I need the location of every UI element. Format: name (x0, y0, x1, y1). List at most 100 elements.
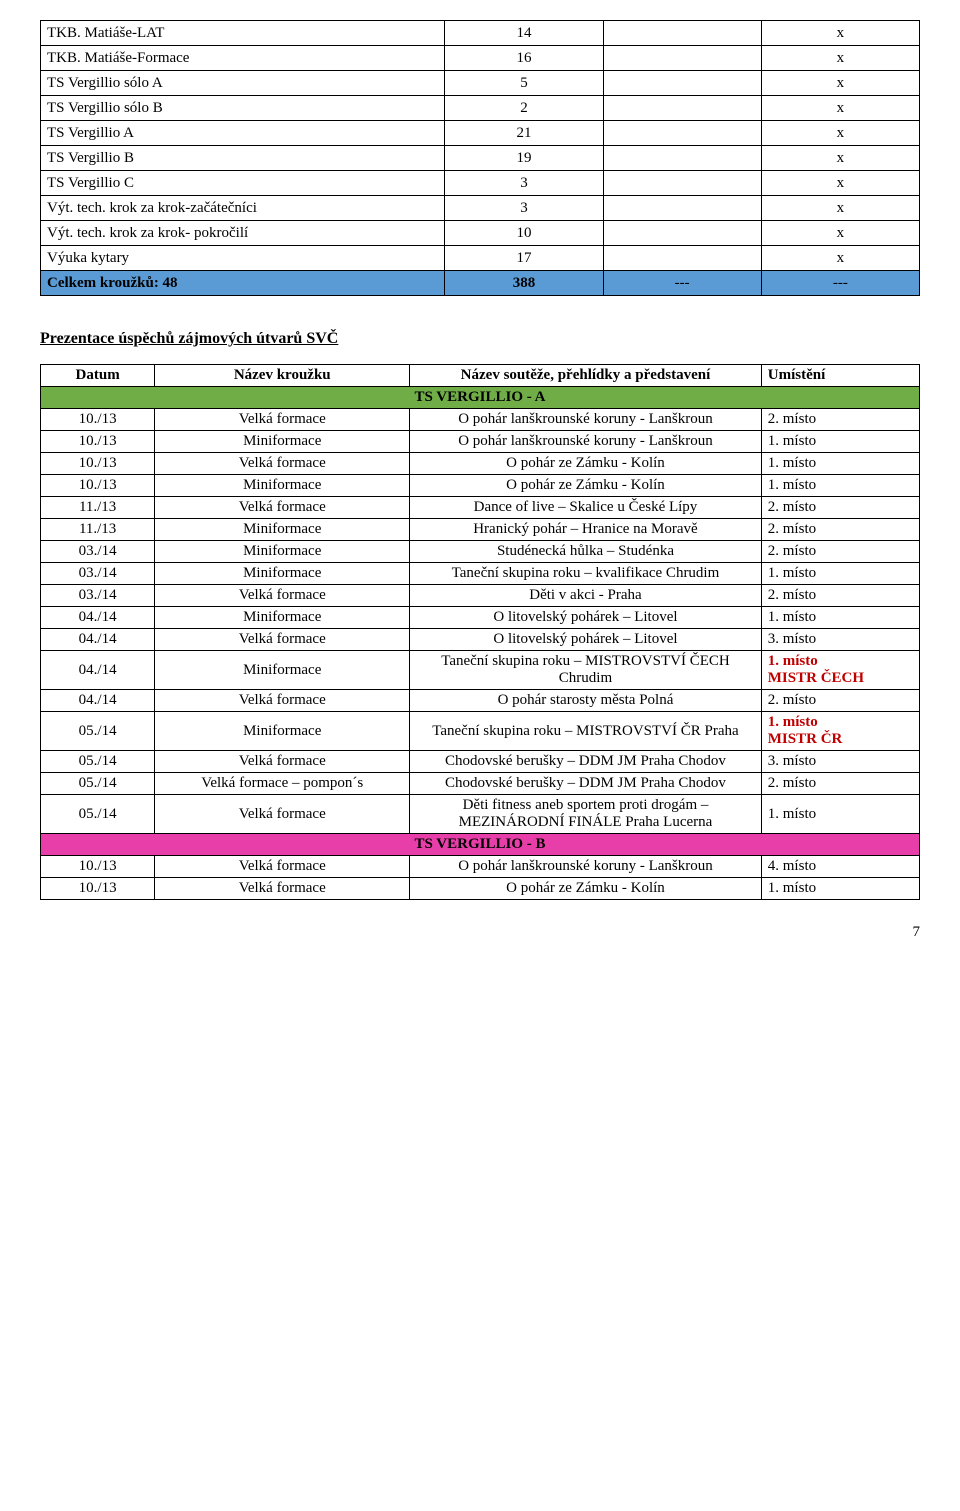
result-event: O litovelský pohárek – Litovel (410, 607, 762, 629)
result-event: O litovelský pohárek – Litovel (410, 629, 762, 651)
section-band-label: TS VERGILLIO - A (41, 387, 920, 409)
result-date: 10./13 (41, 878, 155, 900)
result-date: 10./13 (41, 856, 155, 878)
page-number: 7 (40, 924, 920, 941)
total-label: Celkem kroužků: 48 (41, 271, 445, 296)
result-event: Taneční skupina roku – MISTROVSTVÍ ČR Pr… (410, 712, 762, 751)
result-group: Velká formace (155, 453, 410, 475)
result-row: 10./13Velká formaceO pohár lanškrounské … (41, 409, 920, 431)
result-event: Chodovské berušky – DDM JM Praha Chodov (410, 773, 762, 795)
result-group: Miniformace (155, 475, 410, 497)
result-row: 04./14Velká formaceO pohár starosty měst… (41, 690, 920, 712)
result-event: O pohár starosty města Polná (410, 690, 762, 712)
activity-count: 21 (445, 121, 603, 146)
activity-row: TS Vergillio C3x (41, 171, 920, 196)
result-row: 05./14Velká formaceDěti fitness aneb spo… (41, 795, 920, 834)
activity-name: TS Vergillio A (41, 121, 445, 146)
activity-row: Výuka kytary17x (41, 246, 920, 271)
activity-count: 3 (445, 171, 603, 196)
section-band: TS VERGILLIO - B (41, 834, 920, 856)
activity-name: TS Vergillio C (41, 171, 445, 196)
result-group: Velká formace (155, 690, 410, 712)
activity-name: TKB. Matiáše-Formace (41, 46, 445, 71)
activity-col3 (603, 196, 761, 221)
result-event: Děti v akci - Praha (410, 585, 762, 607)
activity-count: 3 (445, 196, 603, 221)
result-place: 1. místo (761, 453, 919, 475)
activity-name: TS Vergillio sólo A (41, 71, 445, 96)
result-event: O pohár ze Zámku - Kolín (410, 878, 762, 900)
result-row: 10./13MiniformaceO pohár ze Zámku - Kolí… (41, 475, 920, 497)
result-group: Miniformace (155, 607, 410, 629)
result-row: 04./14MiniformaceTaneční skupina roku – … (41, 651, 920, 690)
result-row: 11./13MiniformaceHranický pohár – Hranic… (41, 519, 920, 541)
result-row: 11./13Velká formaceDance of live – Skali… (41, 497, 920, 519)
activity-count: 17 (445, 246, 603, 271)
result-date: 05./14 (41, 773, 155, 795)
header-group: Název kroužku (155, 365, 410, 387)
activity-col4: x (761, 21, 919, 46)
result-event: Hranický pohár – Hranice na Moravě (410, 519, 762, 541)
result-row: 05./14Velká formaceChodovské berušky – D… (41, 751, 920, 773)
result-date: 11./13 (41, 497, 155, 519)
header-date: Datum (41, 365, 155, 387)
result-row: 03./14Velká formaceDěti v akci - Praha2.… (41, 585, 920, 607)
result-date: 11./13 (41, 519, 155, 541)
result-group: Velká formace (155, 409, 410, 431)
result-place: 3. místo (761, 751, 919, 773)
result-group: Miniformace (155, 519, 410, 541)
result-group: Velká formace (155, 629, 410, 651)
result-date: 10./13 (41, 453, 155, 475)
result-event: O pohár lanškrounské koruny - Lanškroun (410, 409, 762, 431)
activity-col4: x (761, 46, 919, 71)
result-place: 2. místo (761, 773, 919, 795)
activity-col3 (603, 146, 761, 171)
result-group: Miniformace (155, 541, 410, 563)
section-title: Prezentace úspěchů zájmových útvarů SVČ (40, 330, 920, 348)
activity-row: Výt. tech. krok za krok-začátečníci3x (41, 196, 920, 221)
result-place: 1. místo (761, 563, 919, 585)
result-date: 05./14 (41, 751, 155, 773)
result-event: Děti fitness aneb sportem proti drogám –… (410, 795, 762, 834)
result-place: 1. místo (761, 475, 919, 497)
section-band: TS VERGILLIO - A (41, 387, 920, 409)
activity-count: 19 (445, 146, 603, 171)
result-row: 10./13Velká formaceO pohár ze Zámku - Ko… (41, 453, 920, 475)
result-date: 04./14 (41, 651, 155, 690)
result-row: 05./14Velká formace – pompon´sChodovské … (41, 773, 920, 795)
result-date: 03./14 (41, 541, 155, 563)
result-date: 05./14 (41, 795, 155, 834)
result-group: Velká formace (155, 585, 410, 607)
total-col4: --- (761, 271, 919, 296)
result-group: Velká formace (155, 856, 410, 878)
result-row: 10./13Velká formaceO pohár ze Zámku - Ko… (41, 878, 920, 900)
result-date: 05./14 (41, 712, 155, 751)
result-event: O pohár lanškrounské koruny - Lanškroun (410, 431, 762, 453)
activity-row: TKB. Matiáše-Formace16 x (41, 46, 920, 71)
activity-count: 5 (445, 71, 603, 96)
activity-name: Výuka kytary (41, 246, 445, 271)
activity-count: 16 (445, 46, 603, 71)
result-place: 1. místo (761, 607, 919, 629)
activity-row: TS Vergillio B19x (41, 146, 920, 171)
result-date: 10./13 (41, 409, 155, 431)
result-event: O pohár lanškrounské koruny - Lanškroun (410, 856, 762, 878)
result-place: 2. místo (761, 409, 919, 431)
header-event: Název soutěže, přehlídky a představení (410, 365, 762, 387)
result-group: Miniformace (155, 431, 410, 453)
result-row: 05./14MiniformaceTaneční skupina roku – … (41, 712, 920, 751)
result-event: Chodovské berušky – DDM JM Praha Chodov (410, 751, 762, 773)
activity-col3 (603, 171, 761, 196)
result-date: 03./14 (41, 585, 155, 607)
result-date: 10./13 (41, 431, 155, 453)
total-col3: --- (603, 271, 761, 296)
activity-row: Výt. tech. krok za krok- pokročilí10x (41, 221, 920, 246)
result-date: 10./13 (41, 475, 155, 497)
activity-col4: x (761, 96, 919, 121)
result-event: O pohár ze Zámku - Kolín (410, 475, 762, 497)
result-row: 10./13MiniformaceO pohár lanškrounské ko… (41, 431, 920, 453)
result-group: Miniformace (155, 563, 410, 585)
activity-col4: x (761, 221, 919, 246)
result-row: 03./14MiniformaceTaneční skupina roku – … (41, 563, 920, 585)
activity-count: 14 (445, 21, 603, 46)
